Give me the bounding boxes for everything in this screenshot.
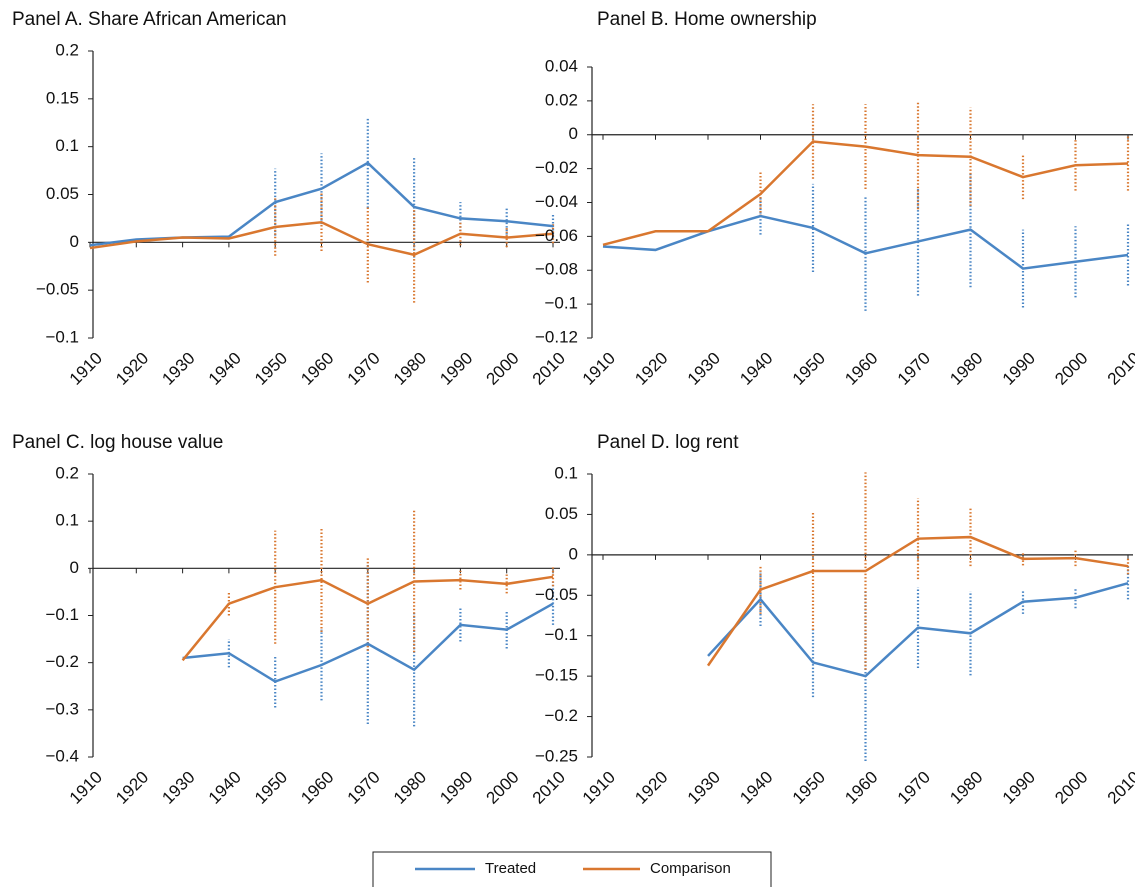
y-tick-label: 0.1 — [554, 463, 578, 482]
x-tick-label: 1920 — [631, 768, 671, 808]
x-tick-label: 1990 — [999, 768, 1039, 808]
x-tick-label: 1970 — [344, 768, 384, 808]
y-tick-label: −0.12 — [535, 327, 578, 346]
y-tick-label: −0.08 — [535, 260, 578, 279]
x-tick-label: 1990 — [436, 349, 476, 389]
x-tick-label: 1910 — [66, 768, 106, 808]
x-tick-label: 1980 — [946, 768, 986, 808]
y-tick-label: −0.04 — [535, 192, 578, 211]
series-line — [182, 602, 554, 683]
y-tick-label: −0.05 — [535, 585, 578, 604]
y-tick-label: 0 — [70, 558, 79, 577]
series-line — [89, 220, 554, 257]
y-tick-label: 0 — [569, 544, 578, 563]
x-tick-label: 2010 — [1104, 768, 1135, 808]
y-tick-label: −0.25 — [535, 746, 578, 765]
x-tick-label: 1940 — [736, 349, 776, 389]
x-tick-label: 1920 — [112, 349, 152, 389]
panel-title: Panel D. log rent — [597, 432, 739, 453]
panel-title: Panel C. log house value — [12, 432, 223, 453]
x-tick-label: 2010 — [1104, 349, 1135, 389]
y-tick-label: 0.2 — [55, 463, 79, 482]
y-tick-label: 0 — [70, 232, 79, 251]
y-tick-label: −0.3 — [45, 699, 79, 718]
x-tick-label: 1970 — [894, 768, 934, 808]
x-tick-label: 1990 — [999, 349, 1039, 389]
x-tick-label: 1970 — [894, 349, 934, 389]
x-tick-label: 1940 — [205, 349, 245, 389]
y-tick-label: 0.1 — [55, 136, 79, 155]
x-tick-label: 1910 — [66, 349, 106, 389]
x-tick-label: 1980 — [390, 768, 430, 808]
panel-title: Panel B. Home ownership — [597, 9, 817, 30]
x-tick-label: 1930 — [684, 768, 724, 808]
x-tick-label: 1990 — [436, 768, 476, 808]
x-tick-label: 1930 — [158, 349, 198, 389]
y-tick-label: −0.1 — [45, 327, 79, 346]
panel-title: Panel A. Share African American — [12, 9, 287, 30]
x-tick-label: 1960 — [841, 768, 881, 808]
x-tick-label: 1940 — [205, 768, 245, 808]
x-tick-label: 1910 — [579, 768, 619, 808]
series-line — [602, 214, 1129, 270]
x-tick-label: 1940 — [736, 768, 776, 808]
y-tick-label: −0.05 — [36, 280, 79, 299]
y-tick-label: −0.4 — [45, 746, 79, 765]
x-tick-label: 2010 — [529, 349, 569, 389]
y-tick-label: −0.2 — [45, 652, 79, 671]
x-tick-label: 1960 — [841, 349, 881, 389]
x-tick-label: 2000 — [483, 349, 523, 389]
series-line — [602, 140, 1129, 247]
legend-label: Comparison — [650, 860, 731, 877]
series-line — [181, 575, 554, 662]
series-line — [707, 581, 1129, 678]
y-tick-label: −0.15 — [535, 666, 578, 685]
x-tick-label: 1920 — [631, 349, 671, 389]
y-tick-label: 0.02 — [545, 90, 578, 109]
y-tick-label: −0.06 — [535, 226, 578, 245]
x-tick-label: 1970 — [344, 349, 384, 389]
x-tick-label: 1950 — [251, 349, 291, 389]
x-tick-label: 1960 — [297, 768, 337, 808]
series-line — [706, 535, 1129, 667]
x-tick-label: 1930 — [158, 768, 198, 808]
y-tick-label: 0.05 — [545, 504, 578, 523]
x-tick-label: 1980 — [390, 349, 430, 389]
x-tick-label: 1960 — [297, 349, 337, 389]
x-tick-label: 1930 — [684, 349, 724, 389]
x-tick-label: 1950 — [789, 768, 829, 808]
legend-label: Treated — [485, 860, 536, 877]
x-tick-label: 1910 — [579, 349, 619, 389]
x-tick-label: 2010 — [529, 768, 569, 808]
y-tick-label: 0.15 — [46, 88, 79, 107]
y-tick-label: −0.2 — [544, 706, 578, 725]
y-tick-label: 0.2 — [55, 40, 79, 59]
x-tick-label: 2000 — [1051, 349, 1091, 389]
y-tick-label: −0.1 — [544, 294, 578, 313]
y-tick-label: 0.04 — [545, 56, 578, 75]
y-tick-label: −0.1 — [45, 605, 79, 624]
x-tick-label: 2000 — [483, 768, 523, 808]
y-tick-label: 0.05 — [46, 184, 79, 203]
x-tick-label: 1950 — [251, 768, 291, 808]
y-tick-label: −0.02 — [535, 158, 578, 177]
x-tick-label: 1980 — [946, 349, 986, 389]
y-tick-label: 0.1 — [55, 511, 79, 530]
x-tick-label: 1920 — [112, 768, 152, 808]
x-tick-label: 1950 — [789, 349, 829, 389]
y-tick-label: −0.1 — [544, 625, 578, 644]
x-tick-label: 2000 — [1051, 768, 1091, 808]
y-tick-label: 0 — [569, 124, 578, 143]
